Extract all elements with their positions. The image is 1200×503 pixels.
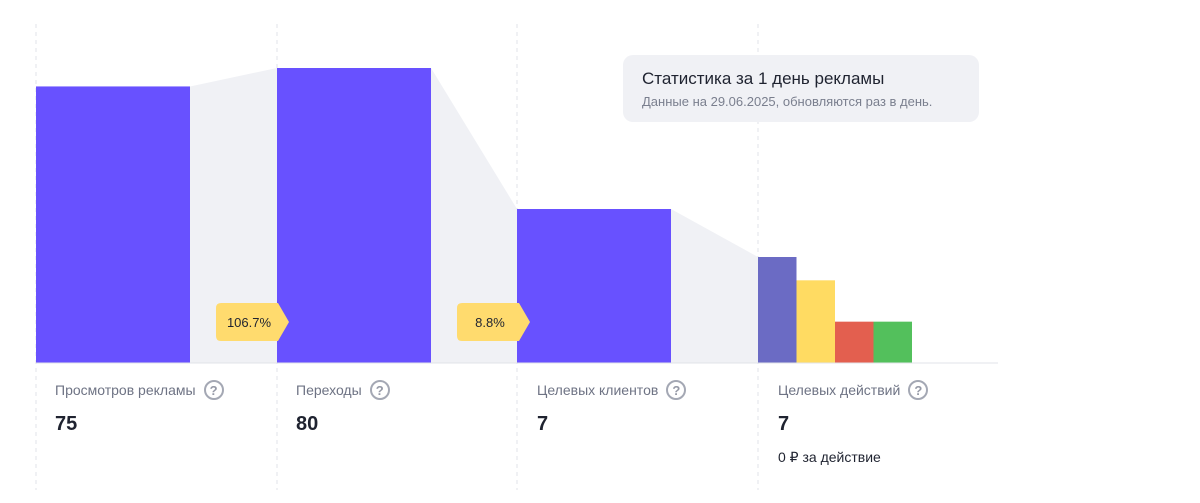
action-bar: [758, 257, 797, 363]
action-bar: [835, 321, 874, 363]
conversion-badge-label: 106.7%: [227, 315, 272, 330]
metric-label: Целевых действий: [778, 382, 901, 398]
funnel-connector: [671, 209, 758, 363]
conversion-badge: [457, 303, 530, 341]
metric-views: Просмотров рекламы ? 75: [55, 378, 224, 436]
metric-value: 80: [296, 413, 319, 435]
help-icon[interactable]: ?: [908, 380, 929, 400]
help-icon[interactable]: ?: [666, 380, 687, 400]
metric-value: 75: [55, 413, 78, 435]
metric-label: Целевых клиентов: [537, 382, 659, 398]
metric-label: Просмотров рекламы: [55, 382, 196, 398]
conversion-badge-label: 8.8%: [475, 315, 505, 330]
help-icon[interactable]: ?: [369, 380, 390, 400]
conversion-badge: [216, 303, 289, 341]
stats-tooltip: Статистика за 1 день рекламы Данные на 2…: [623, 55, 979, 122]
metric-value: 7: [778, 413, 790, 435]
metric-target-actions: Целевых действий ? 7 0 ₽ за действие: [778, 378, 929, 466]
metric-label: Переходы: [296, 382, 362, 398]
tooltip-subtitle: Данные на 29.06.2025, обновляются раз в …: [642, 94, 933, 109]
bar: [517, 209, 671, 363]
metric-target-clients: Целевых клиентов ? 7: [537, 378, 687, 436]
action-bar: [873, 321, 912, 363]
metric-clicks: Переходы ? 80: [296, 378, 390, 436]
action-bar: [796, 280, 835, 363]
funnel-connector: [431, 68, 517, 363]
bar: [277, 68, 431, 363]
cost-per-action: 0 ₽ за действие: [778, 449, 881, 465]
tooltip-title: Статистика за 1 день рекламы: [642, 69, 885, 88]
metric-value: 7: [537, 413, 549, 435]
help-icon[interactable]: ?: [203, 380, 224, 400]
funnel-connector: [190, 68, 277, 363]
bar: [36, 86, 190, 363]
